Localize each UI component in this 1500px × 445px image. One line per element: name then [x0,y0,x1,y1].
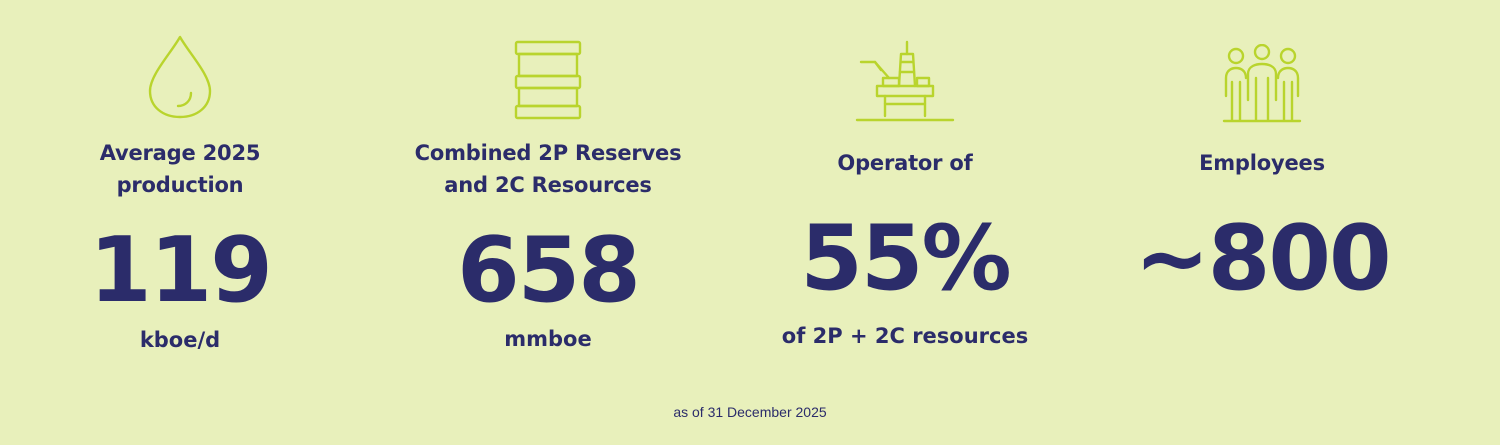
barrel-icon [513,39,583,121]
stat-value: ~800 [1134,206,1391,311]
people-group-icon [1222,44,1302,124]
stat-unit: of 2P + 2C resources [781,324,1029,348]
stat-value: 55% [800,206,1011,311]
stat-unit: kboe/d [139,328,221,352]
footnote-date: as of 31 December 2025 [673,404,827,420]
droplet-icon [147,35,213,119]
stat-label: Operator of [837,151,973,175]
stat-unit: mmboe [504,327,592,351]
stat-label: Average 2025 production [99,141,261,197]
stat-value: 658 [457,218,641,323]
stat-label: Employees [1199,151,1325,175]
stat-label: Combined 2P Reserves and 2C Resources [414,141,682,197]
stat-value: 119 [89,218,273,323]
oil-platform-icon [855,40,955,124]
